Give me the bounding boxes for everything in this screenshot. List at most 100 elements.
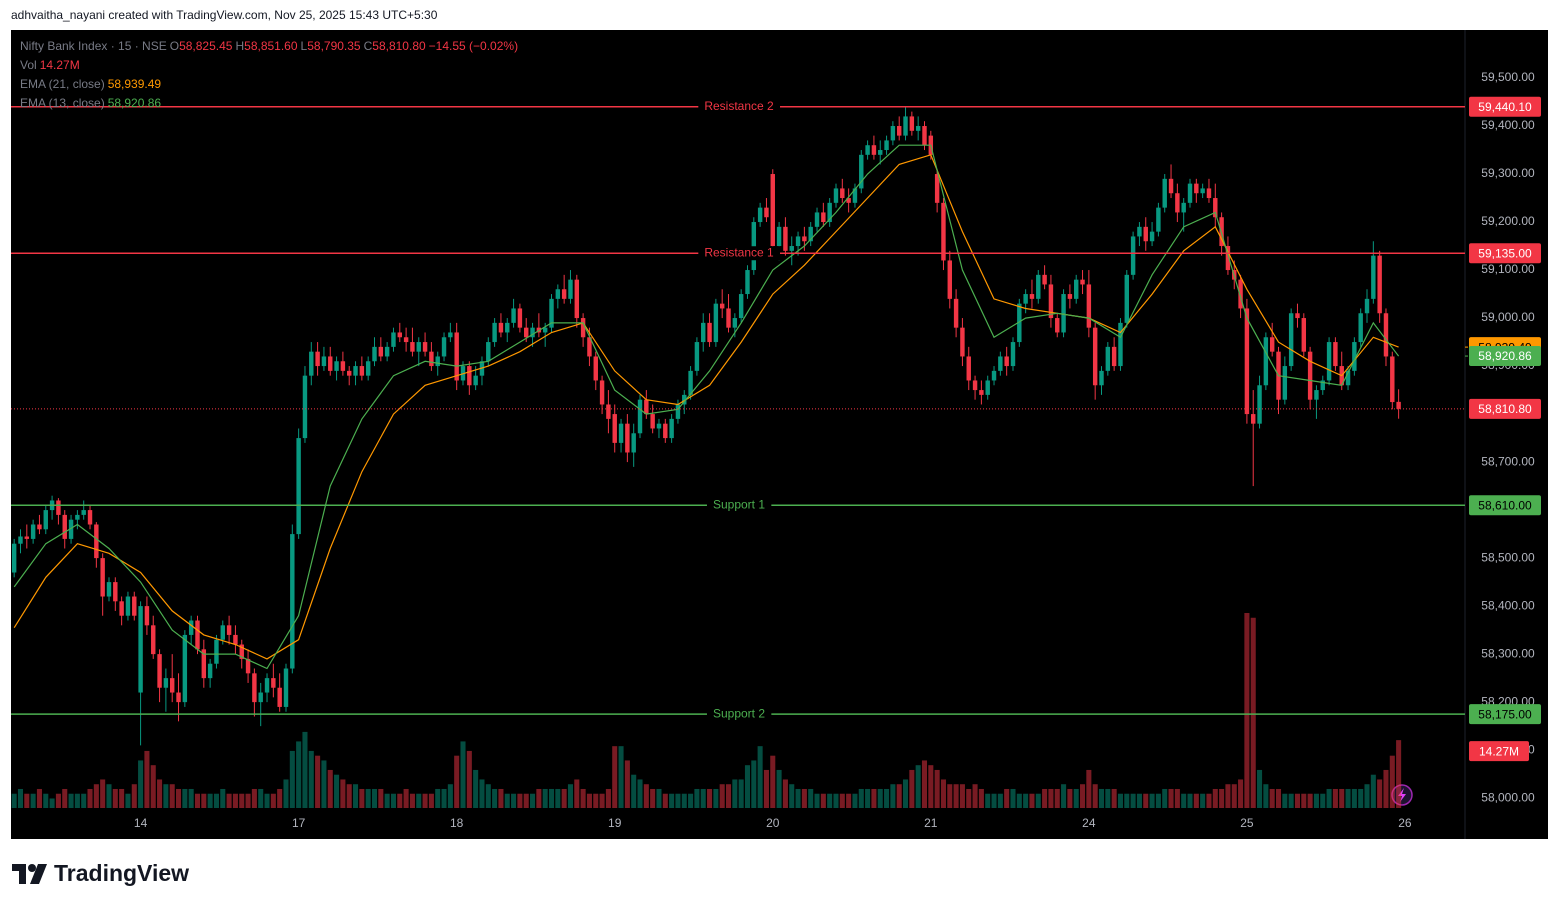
candle-body bbox=[62, 514, 67, 539]
volume-bar bbox=[175, 788, 182, 808]
volume-bar bbox=[511, 793, 517, 808]
candle-body bbox=[663, 423, 668, 439]
candle-body bbox=[625, 423, 630, 453]
volume-bar bbox=[447, 784, 453, 808]
x-tick-label: 21 bbox=[924, 816, 938, 830]
candle-body bbox=[878, 150, 883, 155]
candle-body bbox=[1383, 313, 1389, 357]
volume-bar bbox=[669, 793, 675, 808]
ohlc-value: 58,810.80 bbox=[372, 39, 426, 53]
volume-bar bbox=[852, 793, 858, 808]
candle-body bbox=[1092, 327, 1098, 386]
candle-body bbox=[18, 536, 23, 544]
candle-body bbox=[998, 356, 1003, 371]
volume-bar bbox=[74, 793, 80, 808]
candle-body bbox=[1257, 385, 1262, 424]
candle-body bbox=[296, 438, 301, 535]
candle-body bbox=[1105, 346, 1111, 371]
candle-body bbox=[599, 380, 605, 405]
volume-bar bbox=[1155, 793, 1161, 808]
volume-bar bbox=[940, 779, 946, 808]
level-label: 59,440.10 bbox=[1478, 100, 1532, 114]
y-tick-label: 58,500.00 bbox=[1481, 550, 1535, 564]
volume-bar bbox=[865, 788, 871, 808]
volume-bar bbox=[93, 784, 99, 808]
candle-body bbox=[1251, 414, 1256, 424]
candle-body bbox=[1086, 284, 1092, 328]
y-tick-label: 59,100.00 bbox=[1481, 262, 1535, 276]
volume-bar bbox=[1105, 788, 1111, 808]
volume-bar bbox=[978, 788, 984, 808]
ohlc-label: O bbox=[169, 39, 180, 53]
candle-body bbox=[1162, 178, 1167, 208]
candle-body bbox=[30, 524, 36, 539]
volume-bar bbox=[599, 793, 605, 808]
volume-bar bbox=[1061, 784, 1067, 808]
volume-bar bbox=[763, 769, 769, 808]
volume-bar bbox=[536, 788, 542, 808]
candle-body bbox=[865, 145, 870, 155]
volume-bar bbox=[504, 793, 510, 808]
volume-bar bbox=[81, 793, 87, 808]
candle-body bbox=[1238, 279, 1243, 309]
volume-bar bbox=[643, 784, 649, 808]
volume-bar bbox=[789, 784, 795, 808]
candle-body bbox=[498, 322, 504, 333]
candle-body bbox=[555, 289, 561, 299]
candle-body bbox=[372, 346, 377, 362]
volume-bar bbox=[1219, 788, 1225, 808]
candle-body bbox=[909, 116, 915, 131]
candle-body bbox=[365, 361, 371, 376]
volume-bar bbox=[555, 788, 561, 808]
candle-body bbox=[738, 294, 744, 319]
candle-body bbox=[125, 596, 131, 616]
candle-body bbox=[631, 433, 636, 453]
volume-bar bbox=[1073, 788, 1079, 808]
change: −14.55 (−0.02%) bbox=[428, 39, 519, 53]
volume-bar bbox=[1080, 784, 1086, 808]
volume-bar bbox=[928, 765, 934, 808]
candle-body bbox=[94, 524, 99, 559]
candle-body bbox=[410, 342, 415, 352]
candle-body bbox=[81, 510, 86, 515]
candle-body bbox=[226, 625, 232, 635]
volume-bar bbox=[877, 788, 883, 808]
candle-body bbox=[1036, 274, 1041, 299]
volume-bar bbox=[656, 788, 662, 808]
candle-body bbox=[1390, 356, 1395, 403]
volume-bar bbox=[846, 793, 852, 808]
candle-body bbox=[195, 620, 200, 650]
candle-body bbox=[207, 663, 213, 679]
candle-body bbox=[169, 678, 175, 693]
candle-body bbox=[264, 678, 270, 693]
candle-body bbox=[384, 346, 390, 357]
volume-bar bbox=[24, 793, 30, 808]
volume-bar bbox=[934, 769, 940, 808]
candle-body bbox=[252, 673, 257, 703]
candle-body bbox=[151, 625, 156, 655]
candle-body bbox=[606, 404, 611, 419]
volume-marker-box bbox=[1469, 741, 1529, 762]
candle-body bbox=[188, 620, 194, 635]
candle-body bbox=[1301, 318, 1307, 352]
volume-bar bbox=[580, 788, 586, 808]
legend-series-name: EMA (13, close) bbox=[20, 96, 105, 110]
candle-body bbox=[688, 370, 693, 395]
volume-bar bbox=[605, 788, 611, 808]
volume-bar bbox=[270, 793, 276, 808]
candle-body bbox=[694, 342, 700, 371]
legend-series-value: 58,920.86 bbox=[107, 96, 162, 110]
candle-body bbox=[454, 332, 459, 381]
volume-bar bbox=[1269, 788, 1275, 808]
candle-body bbox=[1194, 183, 1199, 194]
candle-body bbox=[378, 346, 384, 357]
candle-body bbox=[1143, 226, 1148, 242]
volume-bar bbox=[466, 750, 472, 808]
volume-bar bbox=[808, 788, 814, 808]
volume-bar bbox=[909, 769, 915, 808]
level-name: Resistance 2 bbox=[704, 99, 774, 113]
y-tick-label: 59,400.00 bbox=[1481, 118, 1535, 132]
volume-bar bbox=[1130, 793, 1136, 808]
volume-bar bbox=[548, 788, 555, 808]
candle-body bbox=[1061, 294, 1066, 333]
